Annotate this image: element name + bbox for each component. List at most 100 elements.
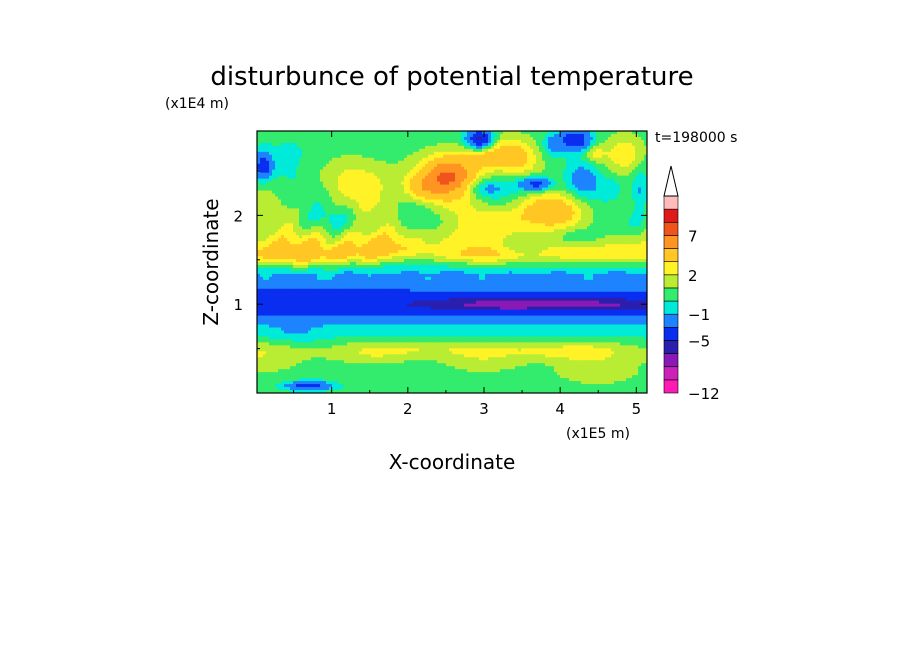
contour-cell [623,235,627,239]
contour-cell [455,205,459,210]
contour-cell [605,166,609,171]
contour-cell [323,184,327,189]
contour-cell [422,187,426,192]
contour-cell [557,241,561,245]
contour-cell [320,139,324,144]
contour-cell [515,160,519,165]
contour-cell [455,160,459,165]
contour-cell [554,148,558,153]
contour-cell [587,142,591,147]
contour-cell [440,181,444,186]
contour-cell [374,166,378,171]
contour-cell [554,199,558,204]
contour-cell [452,131,456,135]
contour-cell [515,157,519,162]
contour-cell [431,214,435,218]
contour-cell [278,190,282,195]
contour-cell [563,193,567,198]
contour-cell [296,175,300,180]
contour-cell [446,160,450,165]
contour-cell [569,208,573,212]
contour-cell [473,208,477,212]
contour-cell [422,193,426,198]
contour-cell [593,166,597,171]
contour-cell [362,238,366,242]
contour-cell [410,169,414,174]
contour-cell [632,211,636,215]
contour-cell [416,169,420,174]
contour-cell [416,142,420,147]
contour-cell [275,226,279,230]
contour-cell [293,241,297,245]
contour-cell [554,211,558,215]
contour-cell [317,166,321,171]
contour-cell [338,163,342,168]
contour-cell [362,151,366,156]
contour-cell [344,187,348,192]
contour-cell [458,223,462,227]
contour-cell [368,241,372,245]
contour-cell [485,226,489,230]
contour-cell [317,193,321,198]
contour-cell [356,139,360,144]
contour-cell [557,163,561,168]
contour-cell [605,193,609,198]
contour-cell [569,136,573,141]
contour-cell [509,181,513,186]
contour-cell [638,214,642,218]
contour-cell [428,181,432,186]
contour-cell [257,202,261,207]
contour-cell [521,136,525,141]
contour-cell [329,220,333,224]
contour-cell [476,133,480,138]
contour-cell [557,193,561,198]
contour-cell [308,160,312,165]
contour-cell [482,220,486,224]
contour-cell [548,232,552,236]
contour-cell [320,175,324,180]
contour-cell [329,196,333,201]
contour-cell [578,131,582,135]
contour-cell [527,136,531,141]
contour-cell [419,160,423,165]
contour-cell [515,172,519,177]
contour-cell [353,235,357,239]
contour-cell [401,205,405,210]
contour-cell [344,241,348,245]
contour-cell [437,238,441,242]
contour-cell [590,223,594,227]
contour-cell [581,193,585,198]
contour-cell [491,157,495,162]
contour-cell [353,157,357,162]
contour-cell [470,214,474,218]
contour-cell [539,154,543,159]
contour-cell [452,172,456,177]
contour-cell [407,208,411,212]
contour-cell [377,244,381,248]
contour-cell [440,190,444,195]
contour-cell [425,157,429,162]
contour-cell [419,238,423,242]
contour-cell [560,166,564,171]
contour-cell [596,217,600,221]
contour-cell [281,220,285,224]
contour-cell [611,139,615,144]
contour-cell [395,169,399,174]
contour-cell [479,232,483,236]
contour-cell [269,166,273,171]
contour-cell [542,154,546,159]
contour-cell [344,190,348,195]
contour-cell [470,229,474,233]
contour-cell [449,211,453,215]
contour-cell [521,223,525,227]
contour-cell [398,175,402,180]
contour-cell [368,175,372,180]
contour-cell [638,187,642,192]
contour-cell [563,229,567,233]
contour-cell [437,181,441,186]
contour-cell [467,208,471,212]
contour-cell [383,160,387,165]
contour-cell [536,220,540,224]
contour-cell [350,175,354,180]
contour-cell [269,190,273,195]
